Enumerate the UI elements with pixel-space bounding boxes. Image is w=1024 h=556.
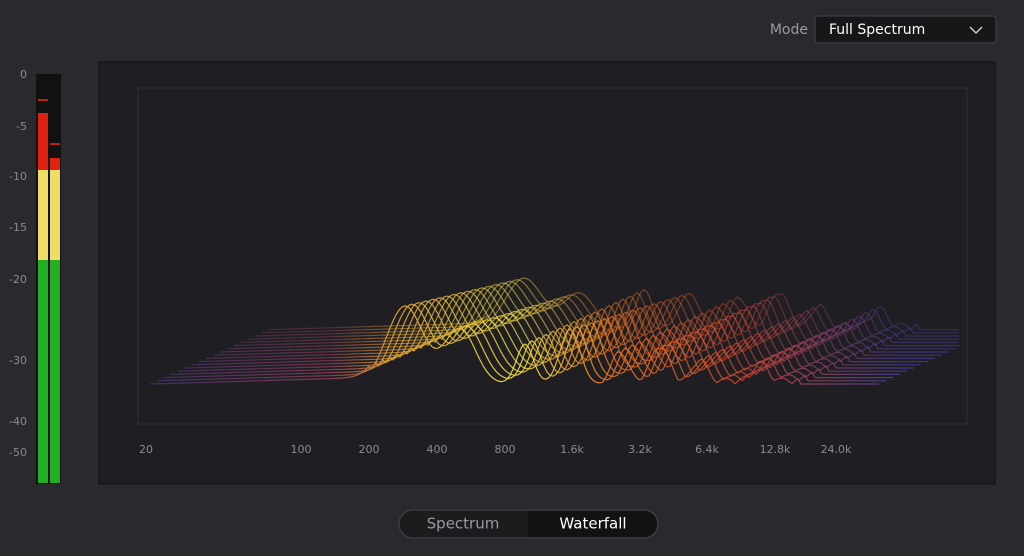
- waterfall-trace: [268, 277, 959, 331]
- analyzer-panel: [98, 61, 996, 485]
- plot-frame: [137, 87, 968, 425]
- waterfall-trace: [205, 292, 935, 360]
- frequency-label: 20: [139, 443, 153, 456]
- meter-scale-label: -15: [9, 221, 27, 234]
- frequency-label: 12.8k: [760, 443, 791, 456]
- view-toggle[interactable]: Spectrum Waterfall: [398, 509, 659, 539]
- toggle-selected[interactable]: [528, 511, 657, 537]
- frequency-label: 24.0k: [821, 443, 852, 456]
- frequency-label: 400: [427, 443, 448, 456]
- meter-green: [50, 260, 60, 483]
- level-meters: [36, 74, 61, 484]
- meter-scale-label: -20: [9, 273, 27, 286]
- dropdown-box[interactable]: [814, 15, 997, 44]
- meter-scale-label: -10: [9, 170, 27, 183]
- waterfall-trace: [163, 301, 893, 379]
- meter-yellow: [50, 170, 60, 260]
- meter-scale-label: 0: [20, 68, 27, 81]
- meter-peak: [50, 143, 60, 145]
- waterfall-trace: [254, 280, 960, 337]
- dropdown-value[interactable]: Full Spectrum: [829, 22, 925, 38]
- dropdown-chevron[interactable]: [969, 26, 983, 35]
- waterfall-trace: [156, 303, 886, 382]
- meter-scale-label: -50: [9, 446, 27, 459]
- waterfall-trace: [177, 298, 907, 372]
- meter-red: [50, 158, 60, 170]
- toggle-option[interactable]: Waterfall: [559, 515, 626, 533]
- frequency-label: 100: [291, 443, 312, 456]
- waterfall-plot: [149, 277, 960, 385]
- frequency-label: 200: [359, 443, 380, 456]
- waterfall-trace: [191, 295, 921, 366]
- frequency-label: 1.6k: [560, 443, 584, 456]
- mode-dropdown[interactable]: Full Spectrum: [814, 15, 997, 44]
- mode-label: Mode: [770, 22, 808, 38]
- meter-peak: [38, 99, 48, 101]
- meter-red: [38, 113, 48, 170]
- waterfall-trace: [184, 297, 914, 369]
- meter-scale-label: -5: [16, 120, 27, 133]
- toggle-option[interactable]: Spectrum: [427, 515, 500, 533]
- waterfall-trace: [149, 305, 879, 385]
- meter-green: [38, 260, 48, 483]
- meter-scale-label: -30: [9, 354, 27, 367]
- waterfall-trace: [170, 300, 900, 376]
- frequency-label: 6.4k: [695, 443, 719, 456]
- frequency-label: 800: [495, 443, 516, 456]
- waterfall-trace: [198, 293, 928, 363]
- meter-scale-label: -40: [9, 415, 27, 428]
- meter-yellow: [38, 170, 48, 260]
- waterfall-trace: [240, 283, 958, 344]
- frequency-label: 3.2k: [628, 443, 652, 456]
